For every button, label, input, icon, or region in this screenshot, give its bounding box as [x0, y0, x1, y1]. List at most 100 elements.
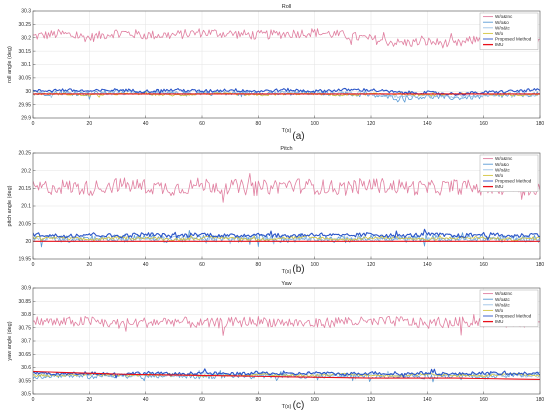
x-tick-label: 120 [367, 397, 376, 403]
legend-entry: W/o&Inc [495, 156, 513, 161]
x-tick-label: 100 [310, 262, 319, 268]
y-tick-label: 30.1 [21, 62, 31, 68]
legend-entry: Proposed Method [495, 37, 532, 42]
legend-entry: IMU [495, 184, 503, 189]
x-tick-label: 20 [87, 397, 93, 403]
x-tick-label: 160 [479, 121, 488, 127]
y-tick-label: 20.1 [21, 204, 31, 210]
x-tick-label: 60 [199, 121, 205, 127]
legend-entry: W/o&tc [495, 297, 511, 302]
y-tick-label: 20.05 [18, 221, 31, 227]
series-group [33, 314, 540, 383]
legend-entry: W/o&o [495, 20, 509, 25]
x-tick-label: 160 [479, 397, 488, 403]
legend-entry: IMU [495, 319, 503, 324]
x-tick-label: 140 [423, 262, 432, 268]
y-tick-label: 30 [25, 89, 31, 95]
y-axis-label: roll angle (deg) [7, 46, 13, 83]
legend-entry: W/o [495, 31, 504, 36]
x-tick-label: 180 [536, 262, 545, 268]
y-tick-label: 20 [25, 239, 31, 245]
legend-entry: W/o&Inc [495, 14, 513, 19]
legend-entry: IMU [495, 42, 503, 47]
legend-entry: W/o&tc [495, 302, 511, 307]
y-tick-label: 30.3 [21, 9, 31, 15]
y-tick-label: 30.6 [21, 365, 31, 371]
chart-title: Yaw [281, 281, 291, 287]
x-axis-label: T(s) [282, 128, 292, 134]
x-axis-label: T(s) [282, 404, 292, 410]
y-tick-label: 29.9 [21, 116, 31, 122]
x-tick-label: 60 [199, 262, 205, 268]
legend-entry: W/o [495, 173, 504, 178]
x-tick-label: 40 [143, 121, 149, 127]
figure-caption: (a) [292, 131, 304, 142]
legend-entry: Proposed Method [495, 179, 532, 184]
series-line-3 [33, 234, 540, 242]
y-axis-label: pitch angle (deg) [7, 185, 13, 226]
x-tick-label: 20 [87, 262, 93, 268]
y-tick-label: 29.95 [18, 102, 31, 108]
legend-box [479, 12, 539, 50]
y-tick-label: 30.5 [21, 392, 31, 398]
x-tick-label: 160 [479, 262, 488, 268]
y-tick-label: 30.25 [18, 22, 31, 28]
chart-panel-pitch: 0 20 40 60 80 100 120 140 160 180 19.95 20 20.05 20.1… [7, 146, 544, 275]
series-line-5 [33, 370, 540, 380]
y-tick-label: 20.25 [18, 151, 31, 157]
y-tick-label: 30.85 [18, 299, 31, 305]
y-tick-label: 30.55 [18, 378, 31, 384]
y-tick-label: 30.75 [18, 325, 31, 331]
x-tick-label: 120 [367, 262, 376, 268]
series-group [33, 172, 540, 248]
chart-panel-roll: 0 20 40 60 80 100 120 140 160 180 29.9 29.95 30 30.05… [7, 4, 544, 142]
legend-entry: W/o&tc [495, 25, 511, 30]
series-line-0 [33, 28, 540, 49]
figure-caption: (c) [293, 400, 305, 411]
legend-entry: W/o [495, 308, 504, 313]
x-tick-label: 80 [256, 397, 262, 403]
y-tick-label: 30.15 [18, 49, 31, 55]
legend-entry: W/o&tc [495, 167, 511, 172]
series-line-0 [33, 172, 540, 203]
x-tick-label: 20 [87, 121, 93, 127]
chart-panel-yaw: 0 20 40 60 80 100 120 140 160 180 30.5 30.55 30.6 30.… [7, 281, 544, 411]
x-tick-label: 140 [423, 397, 432, 403]
series-group [33, 28, 540, 103]
x-tick-label: 180 [536, 121, 545, 127]
x-tick-label: 180 [536, 397, 545, 403]
y-tick-label: 30.05 [18, 76, 31, 82]
series-line-0 [33, 314, 540, 336]
series-line-4 [33, 228, 540, 241]
series-line-4 [33, 87, 540, 96]
x-tick-label: 0 [32, 121, 35, 127]
y-tick-label: 30.9 [21, 286, 31, 292]
x-tick-label: 60 [199, 397, 205, 403]
x-tick-label: 100 [310, 121, 319, 127]
y-tick-label: 30.8 [21, 312, 31, 318]
x-tick-label: 140 [423, 121, 432, 127]
y-tick-label: 20.15 [18, 186, 31, 192]
legend-box [479, 154, 539, 192]
x-tick-label: 0 [32, 397, 35, 403]
legend-entry: Proposed Method [495, 314, 532, 319]
x-tick-label: 80 [256, 262, 262, 268]
y-tick-label: 19.95 [18, 257, 31, 263]
x-tick-label: 80 [256, 121, 262, 127]
figure-caption: (b) [292, 264, 304, 275]
legend-entry: W/o&Inc [495, 291, 513, 296]
y-tick-label: 30.2 [21, 35, 31, 41]
y-tick-label: 30.7 [21, 339, 31, 345]
x-tick-label: 120 [367, 121, 376, 127]
x-tick-label: 40 [143, 397, 149, 403]
chart-title: Pitch [280, 146, 292, 152]
x-tick-label: 0 [32, 262, 35, 268]
legend-box [479, 289, 539, 327]
x-axis-label: T(s) [282, 269, 292, 275]
legend-entry: W/o&o [495, 162, 509, 167]
chart-title: Roll [282, 4, 291, 10]
